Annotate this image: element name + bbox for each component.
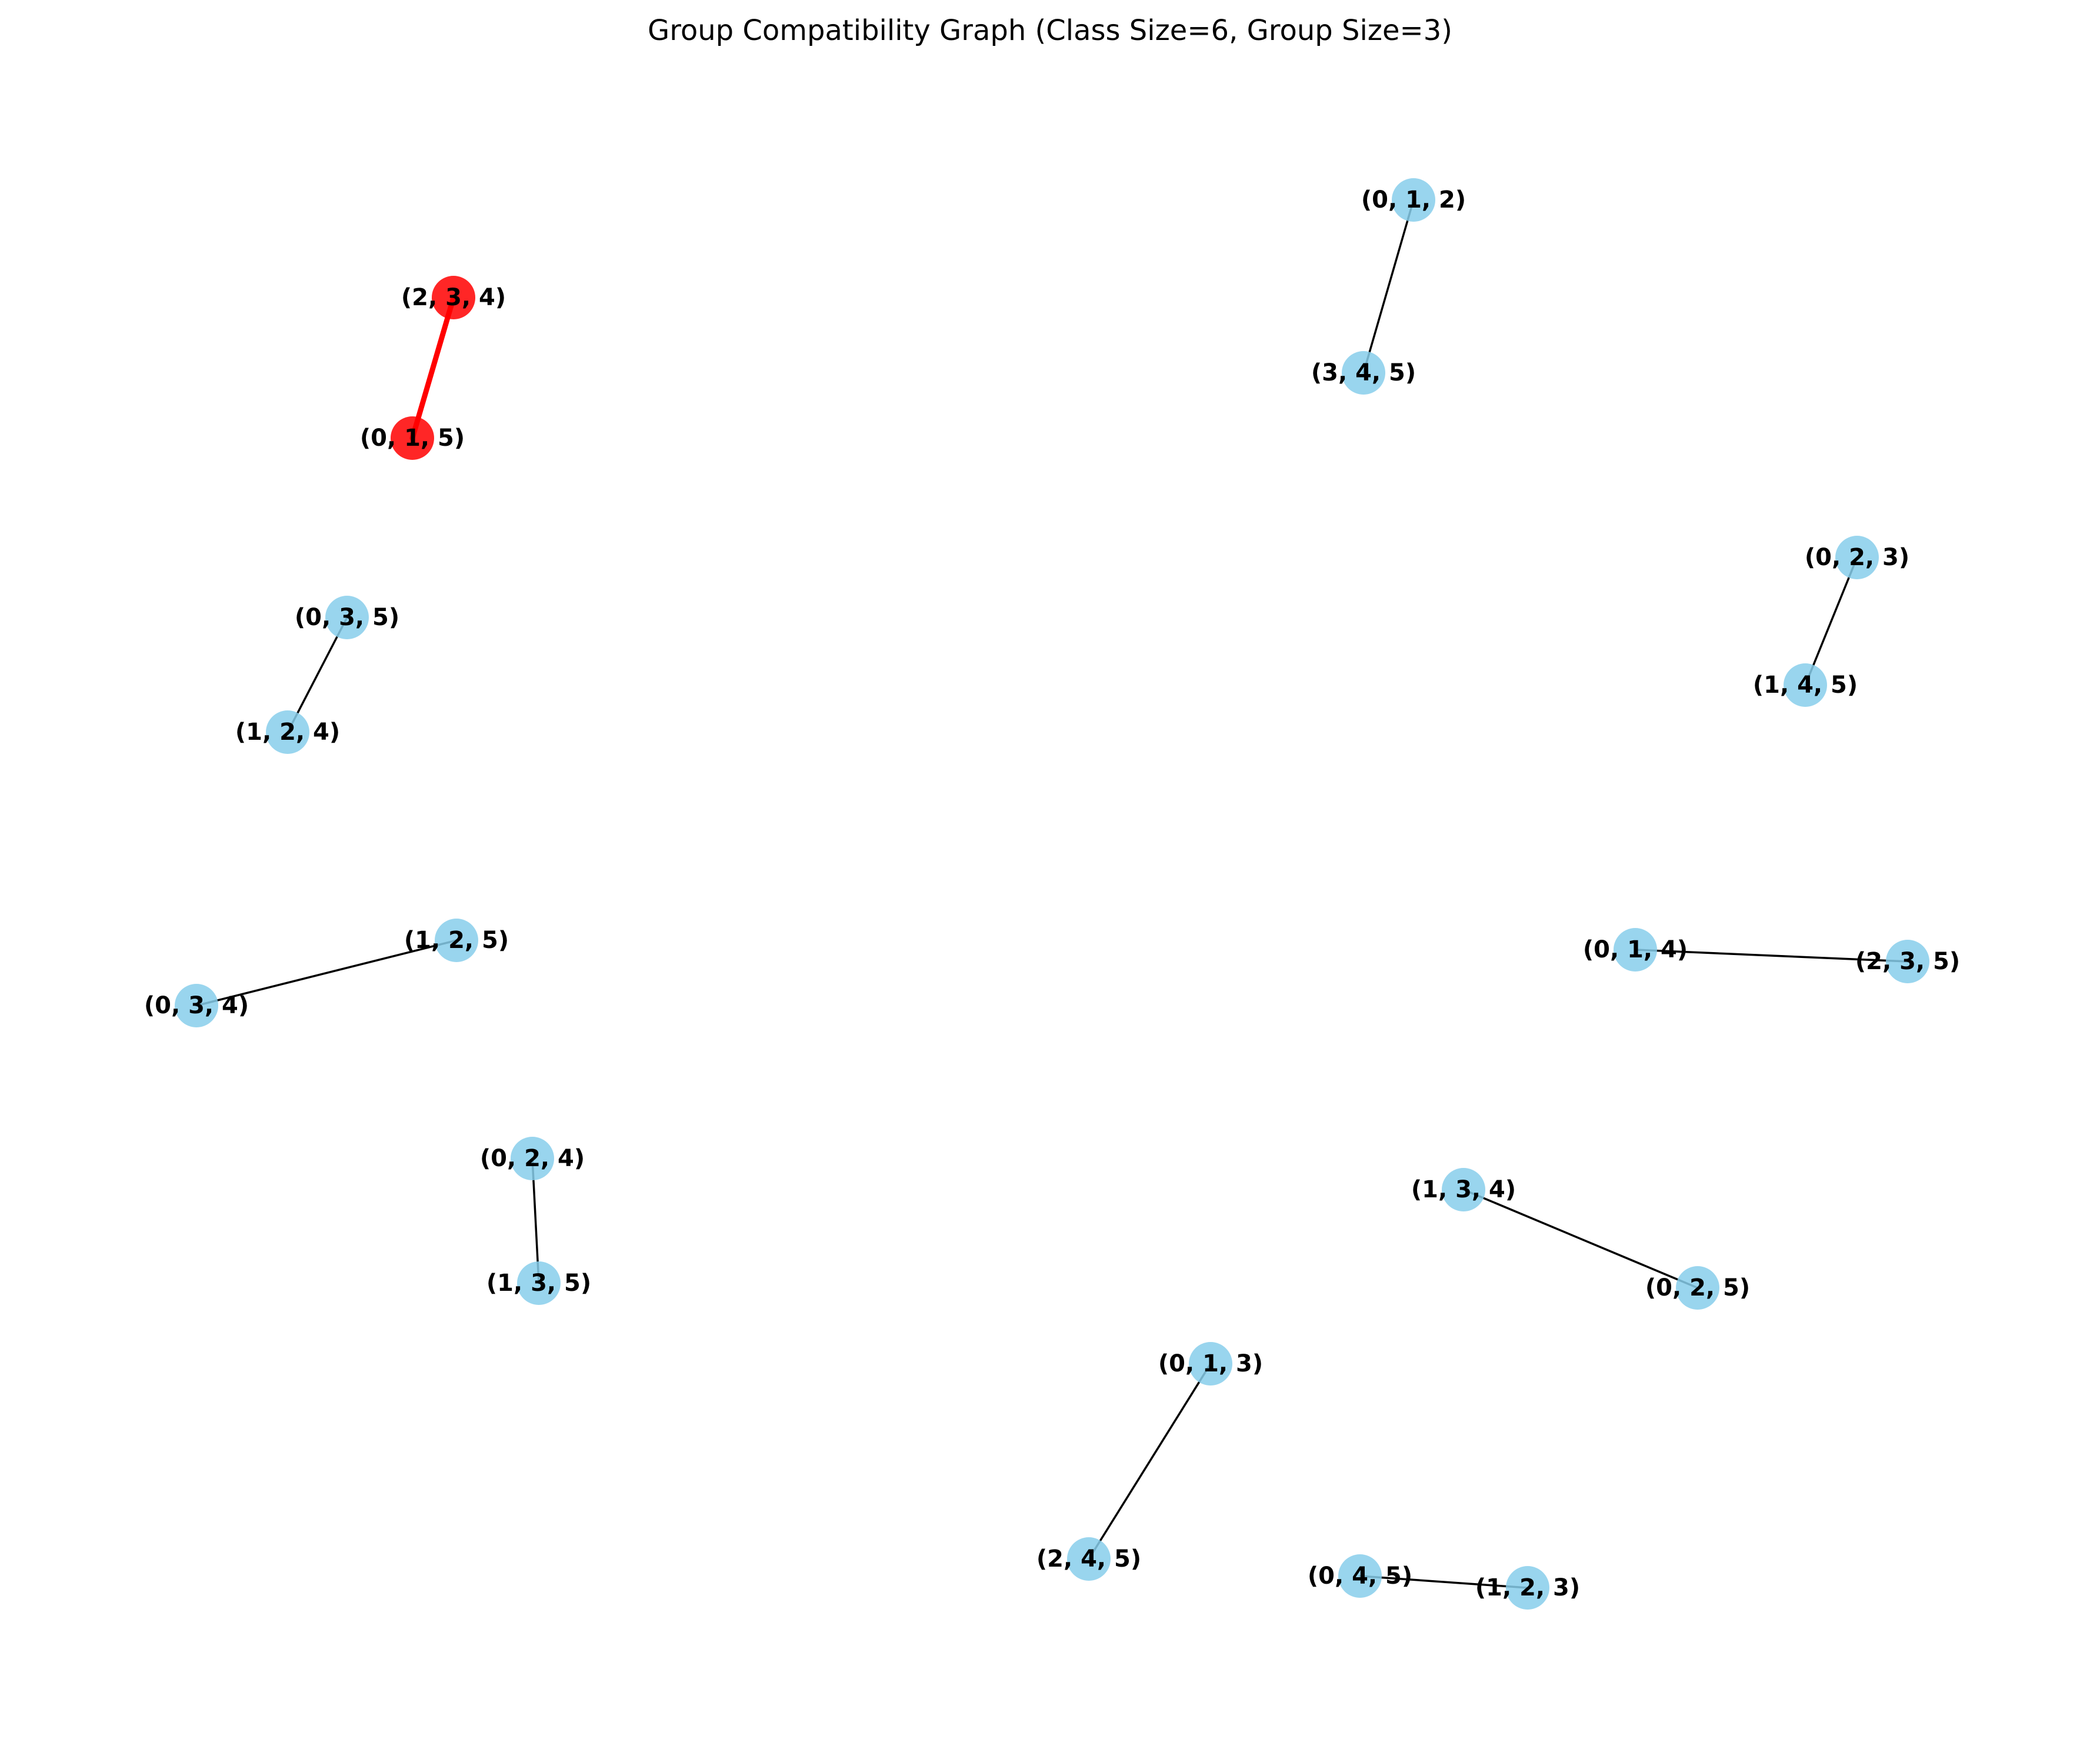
node-label: (0, 2, 3) — [1805, 544, 1909, 571]
graph-node — [1392, 178, 1435, 222]
node-label: (2, 4, 5) — [1036, 1545, 1141, 1573]
edges-layer — [195, 199, 1909, 1589]
graph-node — [1342, 351, 1385, 395]
node-label: (1, 4, 5) — [1753, 672, 1858, 699]
node-label: (2, 3, 5) — [1855, 948, 1960, 975]
node-label: (1, 2, 5) — [404, 927, 509, 954]
graph-node — [1886, 940, 1929, 983]
node-label: (1, 2, 3) — [1475, 1574, 1580, 1601]
graph-edge — [195, 939, 458, 1007]
graph-edge — [1634, 949, 1909, 963]
highlighted-node — [391, 416, 434, 460]
graph-edge — [1362, 199, 1415, 374]
graph-edge — [1462, 1189, 1699, 1289]
graph-edge — [1088, 1363, 1212, 1560]
graph-node — [1614, 928, 1657, 972]
graph-node — [1338, 1554, 1382, 1598]
graph-node — [1784, 663, 1827, 707]
node-label: (0, 1, 4) — [1583, 936, 1688, 963]
graph-edge — [1359, 1575, 1529, 1589]
graph-node — [1506, 1566, 1549, 1610]
graph-edge — [1804, 556, 1858, 686]
node-label: (3, 4, 5) — [1311, 359, 1416, 386]
node-label: (0, 2, 5) — [1645, 1274, 1750, 1301]
node-label: (2, 3, 4) — [401, 284, 506, 311]
highlighted-node — [432, 276, 475, 319]
graph-title: Group Compatibility Graph (Class Size=6,… — [648, 14, 1452, 47]
graph-node — [266, 710, 309, 754]
node-label: (0, 3, 4) — [144, 992, 249, 1019]
node-label: (0, 4, 5) — [1308, 1563, 1412, 1590]
graph-node — [175, 984, 218, 1027]
node-label: (0, 1, 2) — [1361, 186, 1466, 213]
graph-node — [435, 919, 478, 962]
graph-node — [1189, 1342, 1232, 1386]
graph-node — [517, 1261, 561, 1305]
node-label: (1, 3, 5) — [486, 1270, 591, 1297]
highlighted-edge — [409, 295, 456, 441]
nodes-layer — [175, 178, 1929, 1610]
graph-node — [1835, 536, 1879, 579]
graph-node — [1442, 1168, 1485, 1211]
node-label: (0, 1, 3) — [1158, 1350, 1263, 1377]
graph-node — [511, 1137, 554, 1180]
node-label: (0, 2, 4) — [480, 1145, 585, 1172]
graph-node — [1676, 1266, 1719, 1310]
node-label: (1, 2, 4) — [235, 719, 340, 746]
labels-layer: (0, 1, 2) (3, 4, 5) (2, 3, 4) (0, 1, 5) (0, … — [144, 186, 1960, 1601]
graph-node — [1067, 1537, 1111, 1581]
node-label: (1, 3, 4) — [1411, 1176, 1516, 1203]
graph-node — [325, 596, 369, 639]
node-label: (0, 1, 5) — [360, 425, 465, 452]
node-label: (0, 3, 5) — [295, 604, 399, 631]
